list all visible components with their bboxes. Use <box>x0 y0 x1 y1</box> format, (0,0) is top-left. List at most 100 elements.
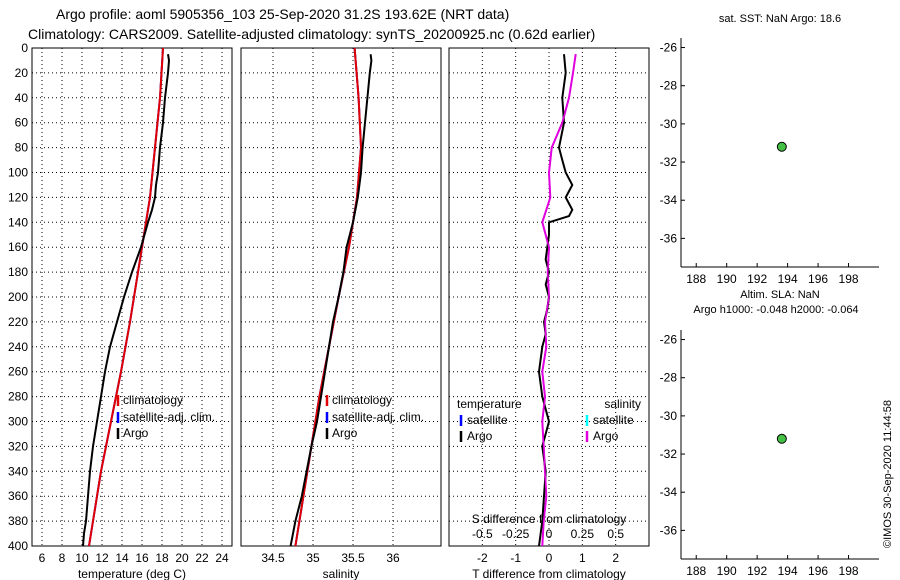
salinity-xlabel: salinity <box>323 567 360 580</box>
map-sst-ytick-label: -26 <box>660 41 678 55</box>
depth-tick-label: 340 <box>8 464 28 478</box>
difference-xtick-label: -2 <box>477 551 488 565</box>
difference-xtick-label: 0 <box>546 551 553 565</box>
map-sla-ytick-label: -30 <box>660 409 678 423</box>
depth-tick-label: 0 <box>21 41 28 55</box>
map-sla-xtick-label: 198 <box>839 564 859 578</box>
map-sst-xtick-label: 196 <box>808 272 828 286</box>
salinity-legend-label: Argo <box>593 429 619 443</box>
difference-top-tick-label: 0.25 <box>571 527 595 541</box>
depth-tick-label: 200 <box>8 290 28 304</box>
map-sst-ytick-label: -30 <box>660 117 678 131</box>
temperature-legend-title: temperature <box>457 397 522 411</box>
depth-tick-label: 160 <box>8 240 28 254</box>
salinity-xtick-label: 36 <box>386 551 400 565</box>
map-sst-ytick-label: -28 <box>660 79 678 93</box>
depth-tick-label: 140 <box>8 215 28 229</box>
salinity-argo-diff-line-top <box>541 54 577 547</box>
difference-top-tick-label: 0.5 <box>607 527 624 541</box>
salinity-xtick-label: 34.5 <box>261 551 285 565</box>
temperature-climatology-line <box>88 47 164 547</box>
map-sla-title: Altim. SLA: NaN <box>740 289 820 301</box>
difference-xtick-label: 1 <box>579 551 586 565</box>
map-sla-ytick-label: -26 <box>660 333 678 347</box>
map-sst-ytick-label: -36 <box>660 231 678 245</box>
salinity-xtick-label: 35.5 <box>341 551 365 565</box>
depth-tick-label: 240 <box>8 340 28 354</box>
salinity-argo-diff-line <box>541 54 577 547</box>
temperature-legend-label: Argo <box>123 426 149 440</box>
map-sla-xtick-label: 192 <box>747 564 767 578</box>
temperature-xtick-label: 10 <box>75 551 89 565</box>
temperature-frame <box>31 47 233 547</box>
difference-xlabel: T difference from climatology <box>472 567 626 580</box>
depth-tick-label: 40 <box>15 91 29 105</box>
map-sla-subtitle: Argo h1000: -0.048 h2000: -0.064 <box>693 304 858 316</box>
salinity-legend-label: Argo <box>332 426 358 440</box>
map-sst-xtick-label: 190 <box>717 272 737 286</box>
map-sst-ytick-label: -34 <box>660 193 678 207</box>
depth-tick-label: 100 <box>8 166 28 180</box>
depth-tick-label: 60 <box>15 116 29 130</box>
temperature-xtick-label: 14 <box>115 551 129 565</box>
salinity-legend-label: climatology <box>332 393 392 407</box>
salinity-xtick-label: 35 <box>306 551 320 565</box>
temperature-legend-label: Argo <box>467 429 493 443</box>
map-sla-argo-position-marker <box>776 433 787 444</box>
depth-tick-label: 280 <box>8 390 28 404</box>
salinity-frame <box>240 47 442 547</box>
map-sst-xtick-label: 198 <box>839 272 859 286</box>
map-sla-ytick-label: -32 <box>660 447 678 461</box>
temperature-argo-diff-line <box>537 54 574 547</box>
depth-tick-label: 360 <box>8 489 28 503</box>
temperature-legend-label: satellite-adj. clim. <box>123 410 215 424</box>
map-sst-xtick-label: 194 <box>778 272 798 286</box>
temperature-xtick-label: 8 <box>59 551 66 565</box>
depth-tick-label: 400 <box>8 539 28 553</box>
map-sst-title: sat. SST: NaN Argo: 18.6 <box>719 13 841 25</box>
depth-tick-label: 260 <box>8 365 28 379</box>
temperature-argo-line <box>82 54 171 547</box>
map-sla-xtick-label: 188 <box>686 564 706 578</box>
temperature-xtick-label: 12 <box>95 551 109 565</box>
map-sla-ytick-label: -28 <box>660 371 678 385</box>
difference-xtick-label: -1 <box>510 551 521 565</box>
figure-title-line2: Climatology: CARS2009. Satellite-adjuste… <box>28 26 596 42</box>
map-sst-argo-position-marker <box>776 141 787 152</box>
map-sla-xtick-label: 190 <box>717 564 737 578</box>
difference-top-tick-label: -0.5 <box>472 527 493 541</box>
depth-tick-label: 180 <box>8 265 28 279</box>
depth-tick-label: 300 <box>8 415 28 429</box>
temperature-xtick-label: 16 <box>135 551 149 565</box>
depth-tick-label: 220 <box>8 315 28 329</box>
depth-tick-label: 320 <box>8 439 28 453</box>
temperature-xlabel: temperature (deg C) <box>78 567 186 580</box>
difference-xtick-label: 2 <box>612 551 619 565</box>
depth-tick-label: 80 <box>15 141 29 155</box>
difference-top-tick-label: 0 <box>546 527 553 541</box>
difference-top-label: S difference from climatology <box>472 512 627 526</box>
map-sla-xtick-label: 196 <box>808 564 828 578</box>
salinity-legend-label: satellite <box>593 413 634 427</box>
temperature-xtick-label: 6 <box>39 551 46 565</box>
difference-top-tick-label: -0.25 <box>502 527 530 541</box>
map-sla-ytick-label: -34 <box>660 485 678 499</box>
map-sst-xtick-label: 192 <box>747 272 767 286</box>
depth-tick-label: 20 <box>15 66 29 80</box>
map-sst-xtick-label: 188 <box>686 272 706 286</box>
map-sla-xtick-label: 194 <box>778 564 798 578</box>
map-sla-ytick-label: -36 <box>660 523 678 537</box>
figure-title-line1: Argo profile: aoml 5905356_103 25-Sep-20… <box>56 6 510 22</box>
temperature-legend-label: climatology <box>123 393 183 407</box>
depth-tick-label: 380 <box>8 514 28 528</box>
temperature-xtick-label: 18 <box>155 551 169 565</box>
temperature-legend-label: satellite <box>467 413 508 427</box>
salinity-legend-label: satellite-adj. clim. <box>332 410 424 424</box>
salinity-argo-line <box>289 54 373 547</box>
temperature-xtick-label: 20 <box>175 551 189 565</box>
temperature-xtick-label: 22 <box>195 551 209 565</box>
map-sst-ytick-label: -32 <box>660 155 678 169</box>
salinity-legend-title: salinity <box>604 397 641 411</box>
temperature-xtick-label: 24 <box>215 551 229 565</box>
